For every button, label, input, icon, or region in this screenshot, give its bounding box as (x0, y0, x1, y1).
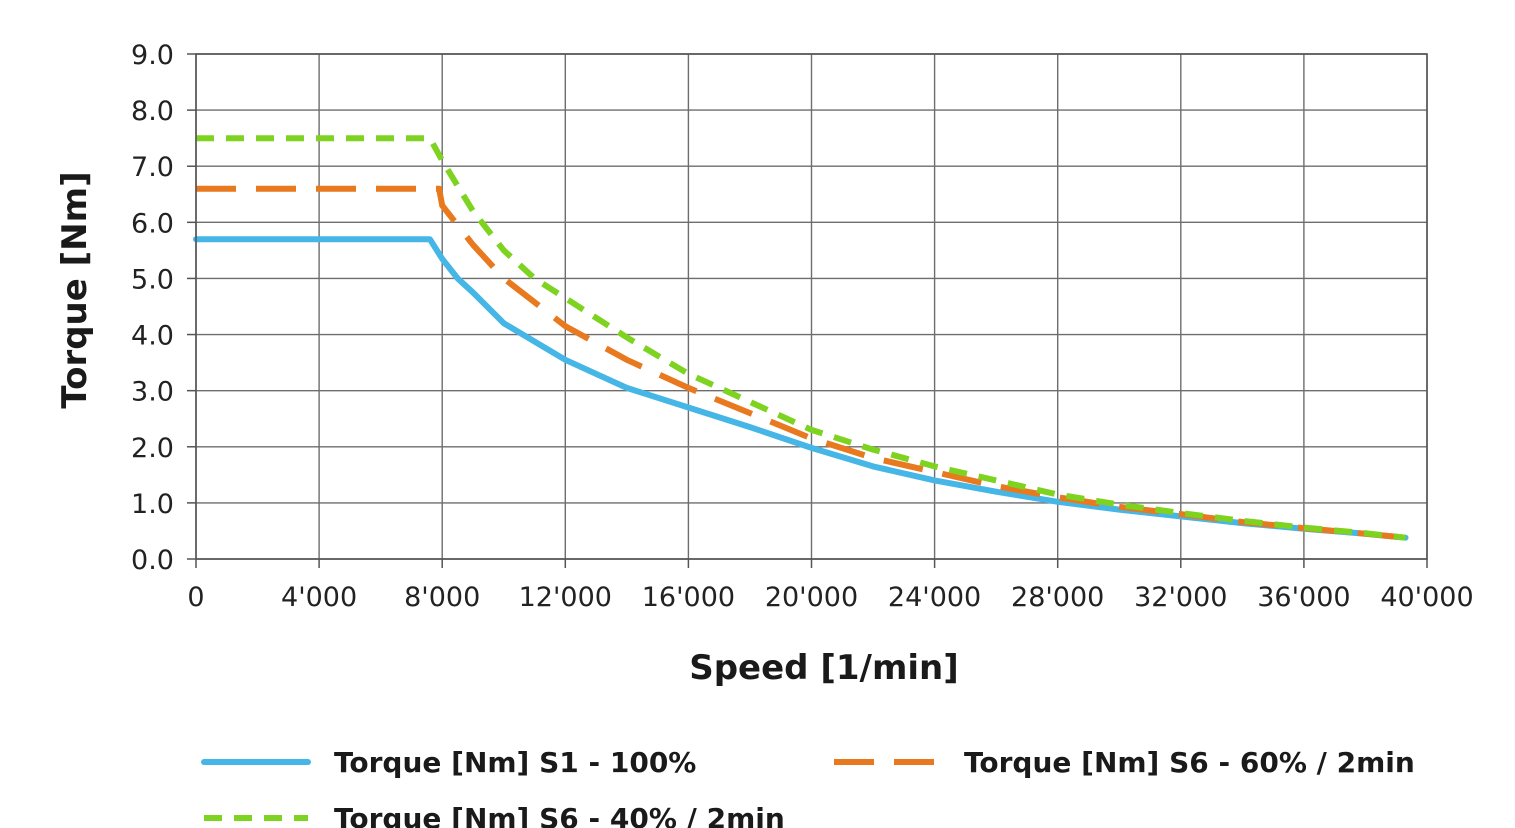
y-tick-label: 5.0 (131, 264, 174, 295)
x-tick-label: 40'000 (1380, 582, 1473, 613)
y-tick-label: 3.0 (131, 377, 174, 408)
x-tick-label: 20'000 (765, 582, 858, 613)
legend: Torque [Nm] S1 - 100% Torque [Nm] S6 - 60… (201, 746, 1415, 828)
y-tick-label: 1.0 (131, 489, 174, 520)
x-tick-label: 4'000 (281, 582, 357, 613)
legend-entry-3: Torque [Nm] S6 - 40% / 2min (204, 802, 785, 828)
y-tick-label: 7.0 (131, 152, 174, 183)
series-line-1 (193, 236, 1409, 541)
x-tick-label: 16'000 (642, 582, 735, 613)
series-lines (193, 135, 1409, 541)
legend-label: Torque [Nm] S1 - 100% (334, 746, 696, 779)
plot-frame (187, 53, 1428, 568)
legend-label: Torque [Nm] S6 - 40% / 2min (334, 802, 785, 828)
legend-entry-2: Torque [Nm] S6 - 60% / 2min (834, 746, 1415, 779)
x-tick-label: 28'000 (1011, 582, 1104, 613)
x-tick-label: 24'000 (888, 582, 981, 613)
grid-lines (195, 53, 1428, 560)
y-tick-label: 4.0 (131, 321, 174, 352)
x-tick-label: 32'000 (1134, 582, 1227, 613)
x-tick-label: 36'000 (1257, 582, 1350, 613)
x-axis-title: Speed [1/min] (689, 648, 959, 688)
x-tick-label: 0 (187, 582, 204, 613)
series-line-2 (196, 185, 1406, 541)
y-tick-label: 9.0 (131, 40, 174, 71)
legend-entry-1: Torque [Nm] S1 - 100% (201, 746, 696, 779)
y-tick-label: 0.0 (131, 545, 174, 576)
y-tick-labels: 0.0 1.0 2.0 3.0 4.0 5.0 6.0 7.0 8.0 9.0 (131, 40, 174, 576)
plot-border (195, 53, 1428, 560)
x-tick-label: 12'000 (519, 582, 612, 613)
series-line-3 (196, 135, 1406, 541)
y-axis-title: Torque [Nm] (55, 171, 95, 408)
x-tick-labels: 0 4'000 8'000 12'000 16'000 20'000 24'000 28'00… (187, 582, 1473, 613)
y-tick-label: 2.0 (131, 433, 174, 464)
legend-label: Torque [Nm] S6 - 60% / 2min (964, 746, 1415, 779)
x-tick-label: 8'000 (404, 582, 480, 613)
y-tick-label: 8.0 (131, 96, 174, 127)
y-tick-label: 6.0 (131, 208, 174, 239)
